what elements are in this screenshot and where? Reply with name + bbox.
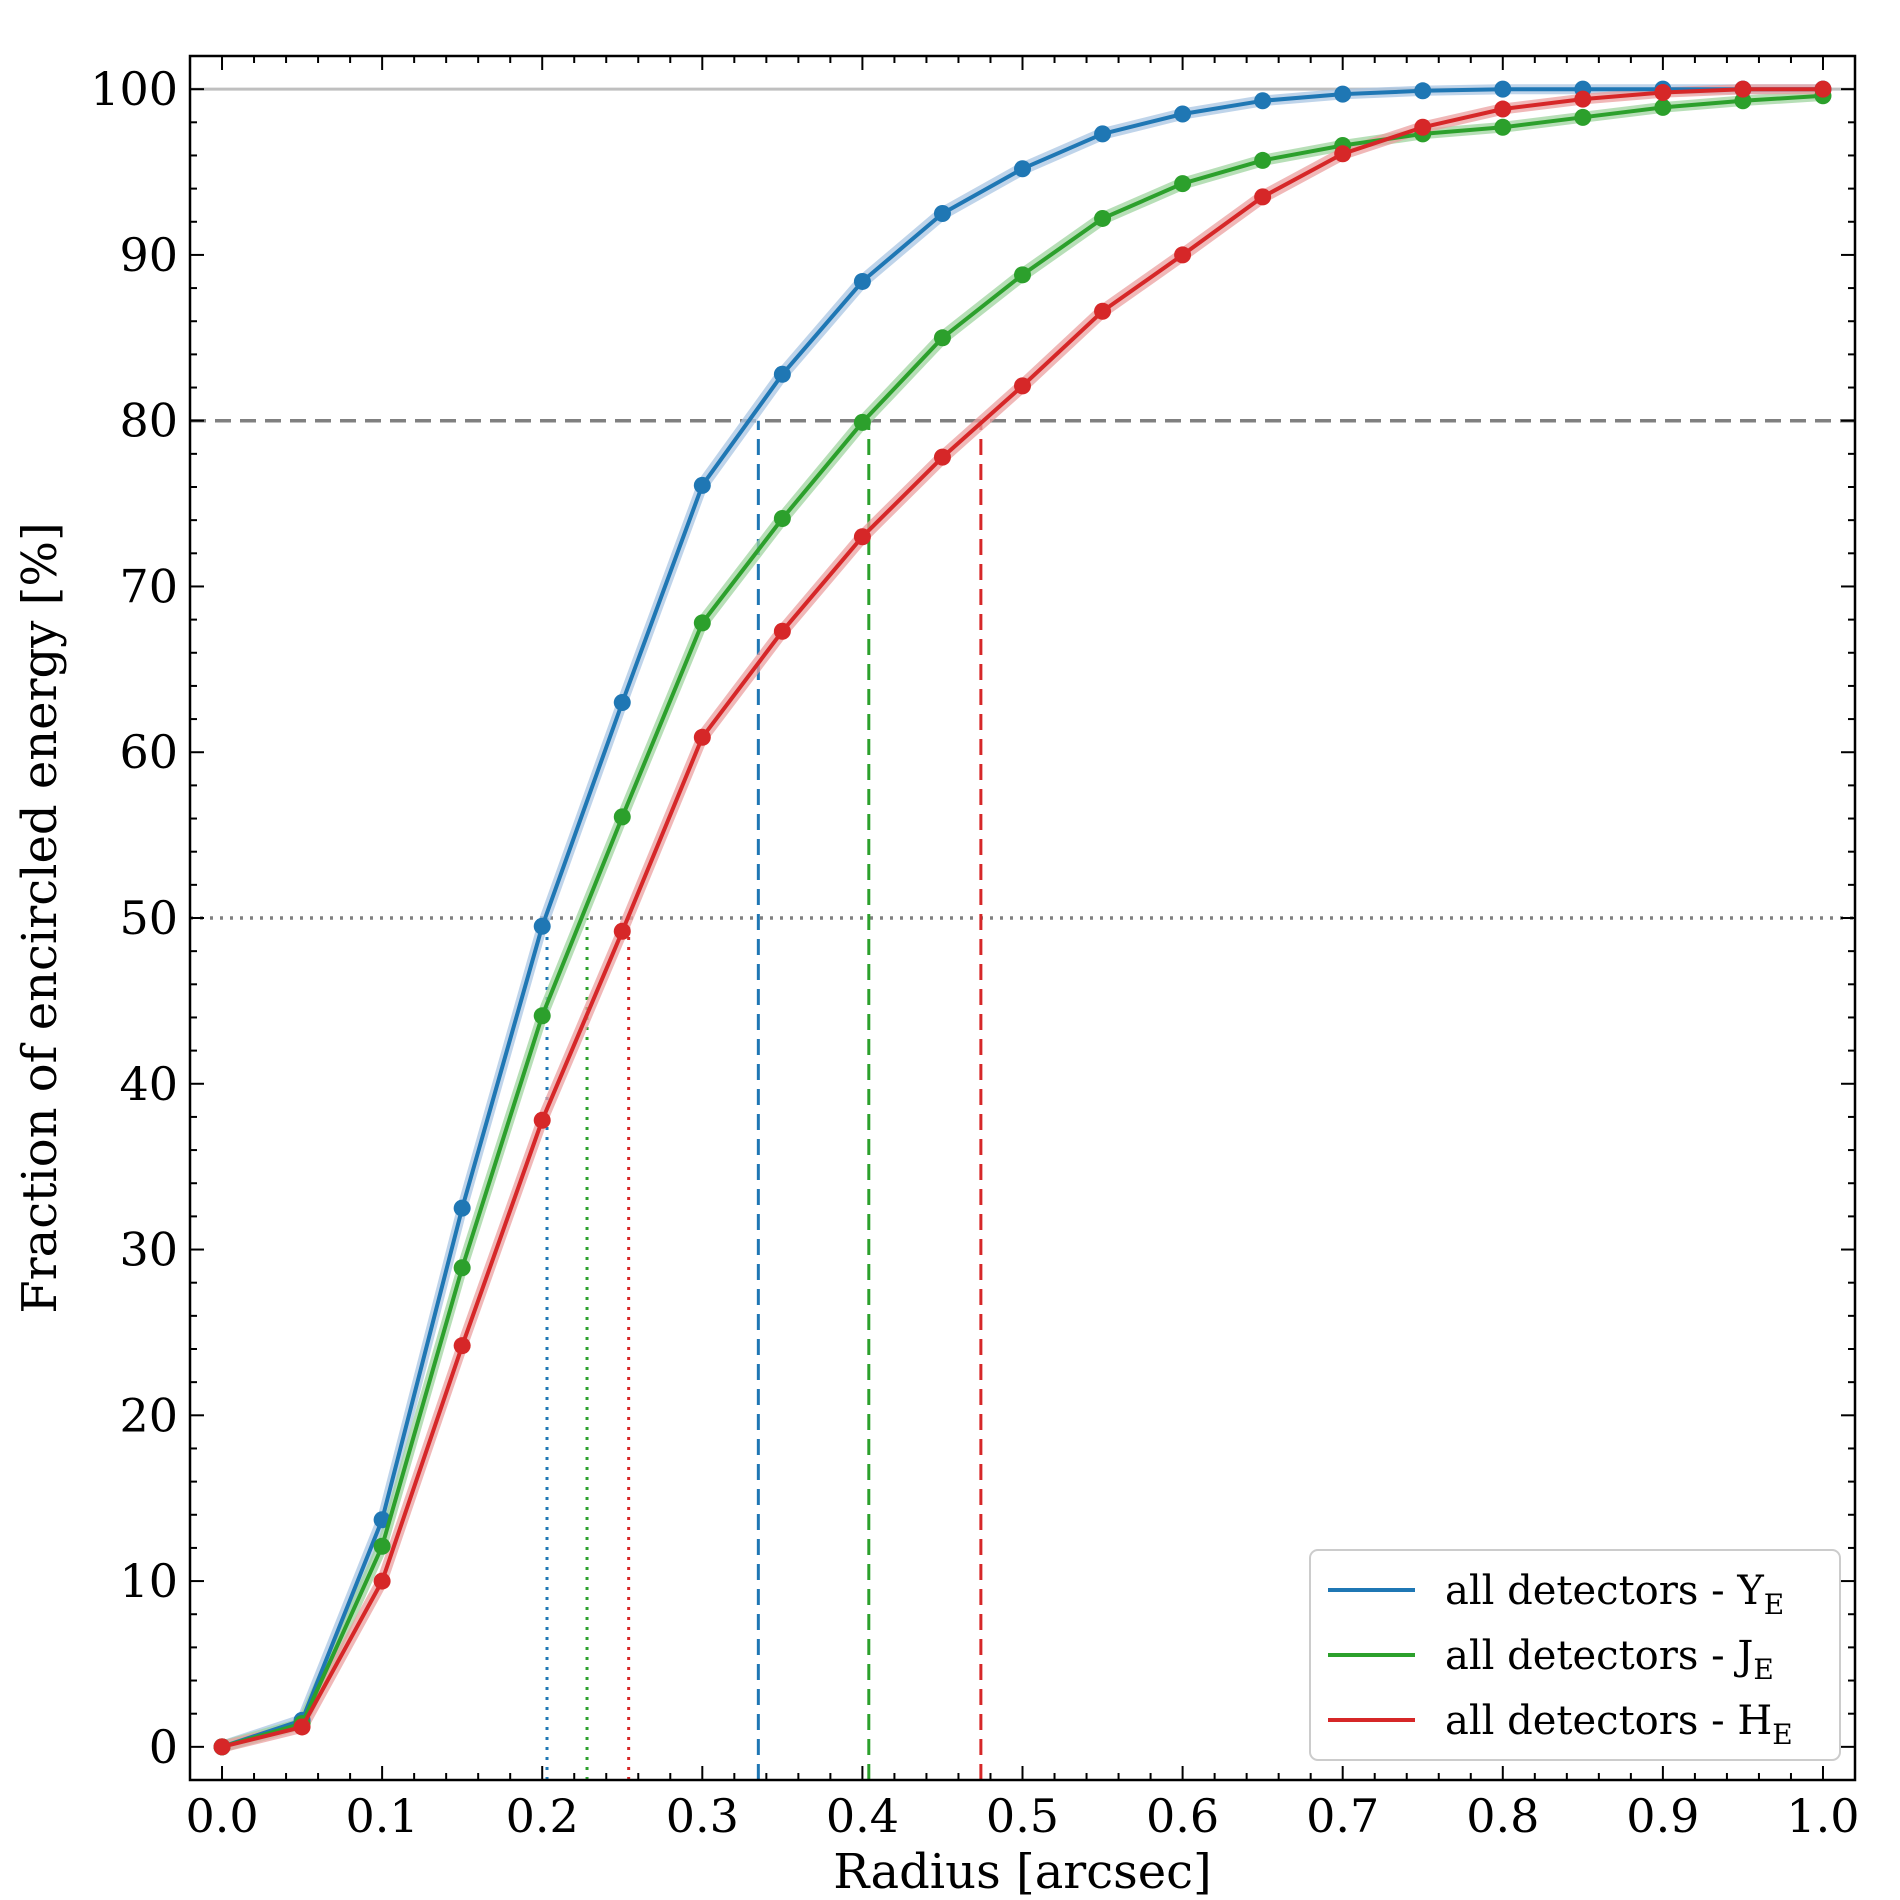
data-point-s2-20 (1814, 80, 1832, 98)
y-tick-label: 30 (119, 1223, 178, 1277)
data-point-s0-5 (613, 694, 631, 711)
y-tick-label: 60 (119, 725, 178, 779)
data-point-s0-4 (533, 917, 551, 935)
data-point-s2-0 (213, 1738, 231, 1756)
data-point-s2-5 (613, 922, 631, 940)
data-point-s1-10 (1014, 266, 1031, 284)
legend-label-subscript: E (1772, 1718, 1792, 1751)
data-point-s1-13 (1254, 151, 1272, 169)
x-axis-label: Radius [arcsec] (833, 1844, 1212, 1900)
data-point-s0-12 (1174, 105, 1192, 123)
x-tick-label: 0.5 (986, 1789, 1059, 1843)
data-point-s0-7 (773, 365, 791, 383)
data-point-s2-17 (1574, 90, 1592, 108)
data-point-s1-11 (1094, 209, 1112, 227)
y-tick-label: 40 (119, 1057, 178, 1111)
data-point-s2-19 (1734, 80, 1752, 98)
data-point-s2-9 (933, 448, 951, 466)
y-tick-label: 50 (119, 891, 178, 945)
data-point-s2-16 (1494, 100, 1512, 118)
data-point-s2-13 (1254, 188, 1272, 206)
x-tick-label: 0.2 (506, 1789, 579, 1843)
legend-label-subscript: E (1764, 1588, 1784, 1621)
data-point-s1-2 (373, 1537, 391, 1555)
data-point-s0-15 (1414, 82, 1432, 100)
x-tick-label: 0.0 (185, 1789, 258, 1843)
data-point-s2-18 (1654, 83, 1672, 101)
data-point-s0-3 (453, 1199, 471, 1217)
y-tick-label: 10 (119, 1554, 178, 1608)
x-tick-label: 0.1 (346, 1789, 419, 1843)
x-tick-label: 0.6 (1146, 1789, 1219, 1843)
data-point-s2-8 (853, 528, 871, 546)
data-point-s2-10 (1014, 377, 1031, 395)
data-point-s1-4 (533, 1007, 551, 1025)
y-tick-label: 70 (119, 559, 178, 613)
data-point-s0-10 (1014, 160, 1031, 178)
data-point-s2-11 (1094, 302, 1112, 320)
data-point-s0-9 (933, 204, 951, 222)
data-point-s2-6 (693, 728, 711, 746)
data-point-s0-16 (1494, 80, 1512, 98)
data-point-s2-15 (1414, 118, 1432, 136)
data-point-s1-7 (773, 509, 791, 527)
data-point-s2-1 (293, 1718, 311, 1736)
legend-label-0: all detectors - YE (1445, 1568, 1784, 1621)
y-tick-label: 100 (90, 62, 178, 116)
data-point-s2-3 (453, 1337, 471, 1355)
data-point-s1-17 (1574, 108, 1592, 126)
legend-label-1: all detectors - JE (1445, 1633, 1774, 1686)
x-tick-label: 0.3 (666, 1789, 739, 1843)
series-line-1 (221, 93, 1824, 1749)
series-band-1 (218, 90, 1827, 1752)
data-point-s1-8 (853, 413, 871, 431)
data-point-s2-2 (373, 1572, 391, 1590)
data-point-s0-11 (1094, 125, 1112, 143)
y-tick-label: 20 (119, 1388, 178, 1442)
data-point-s0-6 (693, 476, 711, 494)
y-tick-label: 0 (149, 1720, 178, 1774)
data-point-s2-14 (1334, 145, 1352, 163)
x-tick-label: 0.4 (826, 1789, 899, 1843)
data-point-s1-3 (453, 1259, 471, 1277)
data-point-s1-9 (933, 329, 951, 347)
data-point-s1-16 (1494, 118, 1512, 136)
data-point-s1-6 (693, 614, 711, 632)
data-point-s0-13 (1254, 92, 1272, 110)
legend-label-text: all detectors - H (1445, 1698, 1772, 1744)
data-point-s0-2 (373, 1511, 391, 1529)
legend-label-2: all detectors - HE (1445, 1698, 1793, 1751)
y-tick-label: 80 (119, 394, 178, 448)
data-point-s2-12 (1174, 246, 1192, 264)
data-point-s1-12 (1174, 175, 1192, 193)
data-point-s0-8 (853, 272, 871, 290)
data-point-s2-4 (533, 1111, 551, 1129)
data-point-s1-18 (1654, 98, 1672, 116)
legend-label-text: all detectors - J (1445, 1633, 1753, 1679)
y-axis-label: Fraction of encircled energy [%] (12, 522, 68, 1313)
legend-label-subscript: E (1753, 1653, 1773, 1686)
series-band-0 (218, 84, 1827, 1752)
y-tick-label: 90 (119, 228, 178, 282)
data-point-s1-5 (613, 808, 631, 826)
legend-label-text: all detectors - Y (1445, 1568, 1764, 1614)
x-tick-label: 0.9 (1626, 1789, 1699, 1843)
data-point-s2-7 (773, 622, 791, 640)
data-point-s0-14 (1334, 85, 1352, 103)
legend-box (1309, 1549, 1841, 1761)
x-tick-label: 0.8 (1466, 1789, 1539, 1843)
x-tick-label: 1.0 (1786, 1789, 1859, 1843)
x-tick-label: 0.7 (1306, 1789, 1379, 1843)
